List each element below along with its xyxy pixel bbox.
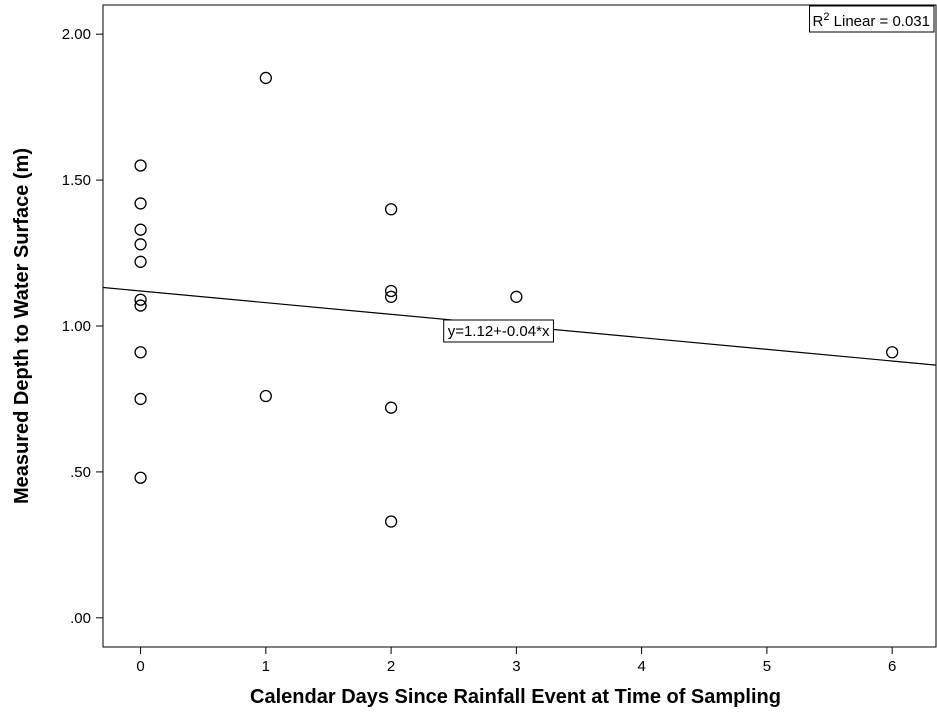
data-point <box>134 293 147 306</box>
y-tick-label: .50 <box>70 464 91 481</box>
y-tick-label: 1.00 <box>62 318 91 335</box>
data-point <box>134 392 147 406</box>
data-point <box>259 389 272 403</box>
data-point <box>510 290 523 303</box>
r2-value-text: Linear = 0.031 <box>830 13 931 30</box>
r2-label: R2 Linear = 0.031 <box>813 11 930 30</box>
data-point <box>134 346 147 359</box>
data-point <box>134 223 147 236</box>
data-point <box>384 401 398 414</box>
y-axis-title: Measured Depth to Water Surface (m) <box>11 148 33 504</box>
x-axis-ticks: 0 1 2 3 4 5 6 <box>136 647 896 675</box>
data-point <box>384 290 398 303</box>
data-point <box>384 515 398 528</box>
y-tick-label: .00 <box>70 610 91 627</box>
data-point <box>384 203 398 216</box>
y-tick-label: 1.50 <box>62 172 91 189</box>
y-tick-label: 2.00 <box>62 26 91 43</box>
data-point <box>134 299 147 312</box>
fit-equation-box: y=1.12+-0.04*x <box>443 319 554 343</box>
data-points <box>134 71 899 528</box>
x-tick-label: 4 <box>637 658 645 675</box>
fit-equation-frame <box>443 319 554 343</box>
x-tick-label: 5 <box>763 658 771 675</box>
y-axis-ticks: .00 .50 1.00 1.50 2.00 <box>62 26 103 627</box>
data-point <box>134 471 147 484</box>
data-point <box>886 346 899 359</box>
x-tick-label: 3 <box>512 658 520 675</box>
x-tick-label: 1 <box>262 658 270 675</box>
data-point <box>384 284 398 298</box>
data-point <box>134 238 147 251</box>
x-axis-title: Calendar Days Since Rainfall Event at Ti… <box>250 686 781 708</box>
r2-superscript: 2 <box>823 11 829 23</box>
r2-prefix: R <box>813 13 824 30</box>
x-tick-label: 6 <box>888 658 896 675</box>
x-tick-label: 0 <box>136 658 144 675</box>
data-point <box>259 71 272 85</box>
r2-frame <box>809 5 935 33</box>
data-point <box>134 255 147 268</box>
fit-equation-label: y=1.12+-0.04*x <box>448 323 550 340</box>
data-point <box>134 159 147 172</box>
x-tick-label: 2 <box>387 658 395 675</box>
data-point <box>134 197 147 210</box>
r2-box: R2 Linear = 0.031 <box>809 5 935 33</box>
